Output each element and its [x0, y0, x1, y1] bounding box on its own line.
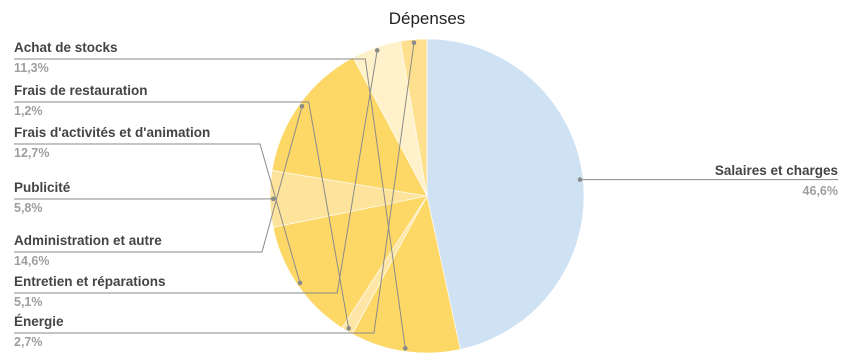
leaders-layer [14, 40, 838, 351]
leader-dot-frais-d-activites-et-d-animation [297, 280, 303, 286]
leader-dot-publicite [270, 196, 276, 202]
slice-value-frais-de-restauration: 1,2% [14, 104, 43, 118]
leader-dot-entretien-et-reparations [374, 48, 380, 53]
leader-dot-salaires-et-charges [577, 177, 583, 182]
pie-slice-administration-et-autre [271, 57, 428, 197]
leader-dot-energie [411, 40, 417, 45]
slice-value-publicite: 5,8% [14, 201, 43, 215]
slice-label-administration-et-autre: Administration et autre [14, 233, 162, 248]
slices-layer [269, 38, 585, 353]
labels-layer: Salaires et charges 46,6% Achat de stocks 1… [14, 40, 838, 349]
slice-label-publicite: Publicité [14, 180, 71, 195]
leader-line-achat-de-stocks [14, 58, 406, 349]
leader-line-energie [14, 42, 415, 334]
leader-line-administration-et-autre [14, 106, 303, 253]
leader-line-entretien-et-reparations [14, 50, 378, 294]
slice-value-frais-d-activites-et-d-animation: 12,7% [14, 146, 49, 160]
slice-label-achat-de-stocks: Achat de stocks [14, 40, 118, 55]
slice-label-entretien-et-reparations: Entretien et réparations [14, 274, 166, 289]
leader-line-frais-de-restauration [14, 101, 350, 329]
chart-title: Dépenses [389, 9, 466, 28]
slice-value-energie: 2,7% [14, 335, 43, 349]
leader-dot-administration-et-autre [299, 104, 305, 109]
slice-value-salaires-et-charges: 46,6% [803, 184, 838, 198]
pie-slice-energie [400, 38, 428, 197]
slice-label-frais-de-restauration: Frais de restauration [14, 83, 148, 98]
leader-dot-frais-de-restauration [346, 326, 352, 331]
slice-value-administration-et-autre: 14,6% [14, 254, 49, 268]
slice-value-achat-de-stocks: 11,3% [14, 61, 49, 75]
slice-label-frais-d-activites-et-d-animation: Frais d'activités et d'animation [14, 125, 210, 140]
slice-label-energie: Énergie [14, 314, 64, 329]
pie-slice-achat-de-stocks [351, 195, 461, 353]
leader-line-frais-d-activites-et-d-animation [14, 143, 301, 284]
leader-dot-achat-de-stocks [403, 346, 408, 351]
slice-label-salaires-et-charges: Salaires et charges [715, 163, 838, 178]
pie-slice-salaires-et-charges [426, 38, 585, 350]
slice-value-entretien-et-reparations: 5,1% [14, 295, 43, 309]
